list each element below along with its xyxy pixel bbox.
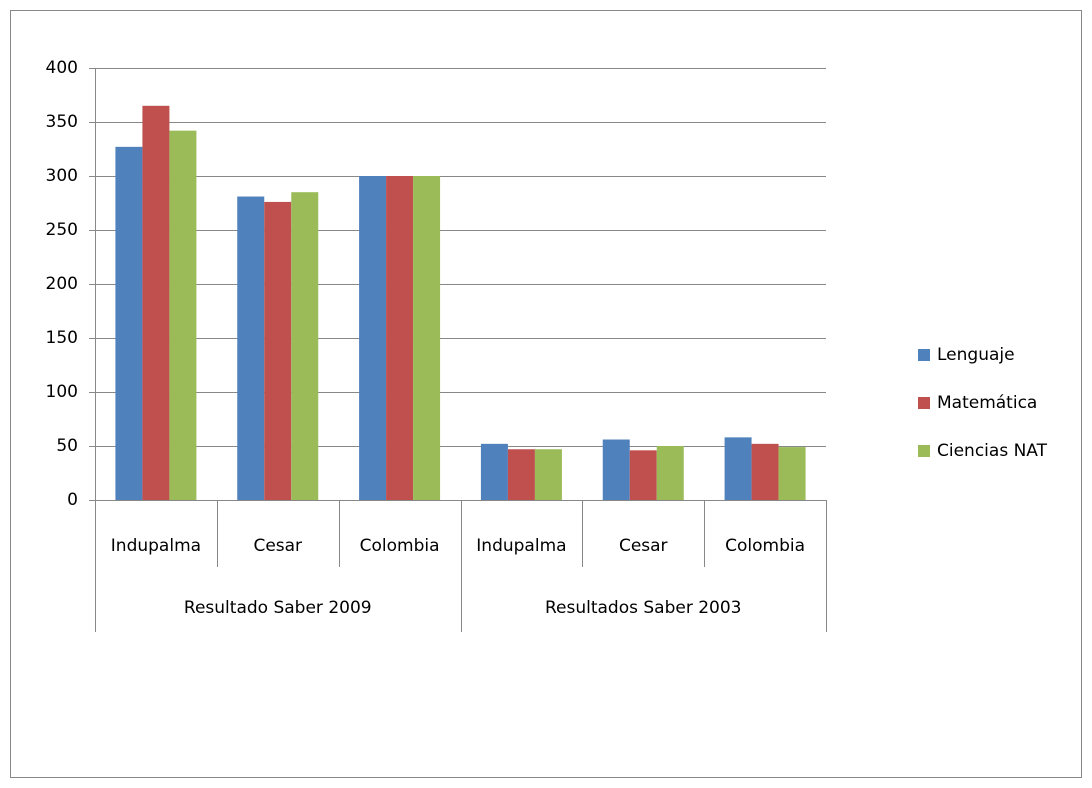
bar	[413, 176, 441, 500]
bar	[724, 437, 752, 500]
x-tick-label: Indupalma	[476, 536, 566, 556]
y-tick-label: 0	[67, 490, 78, 510]
group-label: Resultado Saber 2009	[184, 598, 372, 618]
bar	[656, 446, 684, 500]
x-tick-label: Cesar	[253, 536, 302, 556]
bar	[386, 176, 414, 500]
y-tick-label: 250	[46, 220, 78, 240]
bar	[534, 449, 562, 500]
x-tick-label: Colombia	[725, 536, 805, 556]
bar	[480, 443, 508, 500]
y-tick-label: 150	[46, 328, 78, 348]
legend-swatch	[918, 445, 930, 457]
group-label: Resultados Saber 2003	[545, 598, 742, 618]
bar	[629, 450, 657, 500]
bar	[291, 192, 319, 500]
bar	[778, 447, 806, 500]
bar	[115, 146, 143, 500]
bar	[264, 201, 292, 501]
y-tick-label: 100	[46, 382, 78, 402]
y-tick-label: 300	[46, 166, 78, 186]
bar	[142, 105, 170, 501]
bar	[507, 449, 535, 500]
bar	[169, 130, 197, 500]
legend-label: Lenguaje	[937, 345, 1015, 365]
x-tick-label: Cesar	[619, 536, 668, 556]
y-tick-label: 50	[56, 436, 78, 456]
legend-swatch	[918, 397, 930, 409]
legend-label: Matemática	[937, 393, 1037, 413]
legend-swatch	[918, 349, 930, 361]
bar	[751, 443, 779, 500]
bar	[237, 196, 265, 500]
y-tick-label: 400	[46, 58, 78, 78]
bar	[602, 439, 630, 500]
y-tick-label: 350	[46, 112, 78, 132]
legend-label: Ciencias NAT	[937, 441, 1048, 461]
bar	[359, 176, 387, 500]
x-tick-label: Colombia	[360, 536, 440, 556]
y-tick-label: 200	[46, 274, 78, 294]
x-tick-label: Indupalma	[111, 536, 201, 556]
